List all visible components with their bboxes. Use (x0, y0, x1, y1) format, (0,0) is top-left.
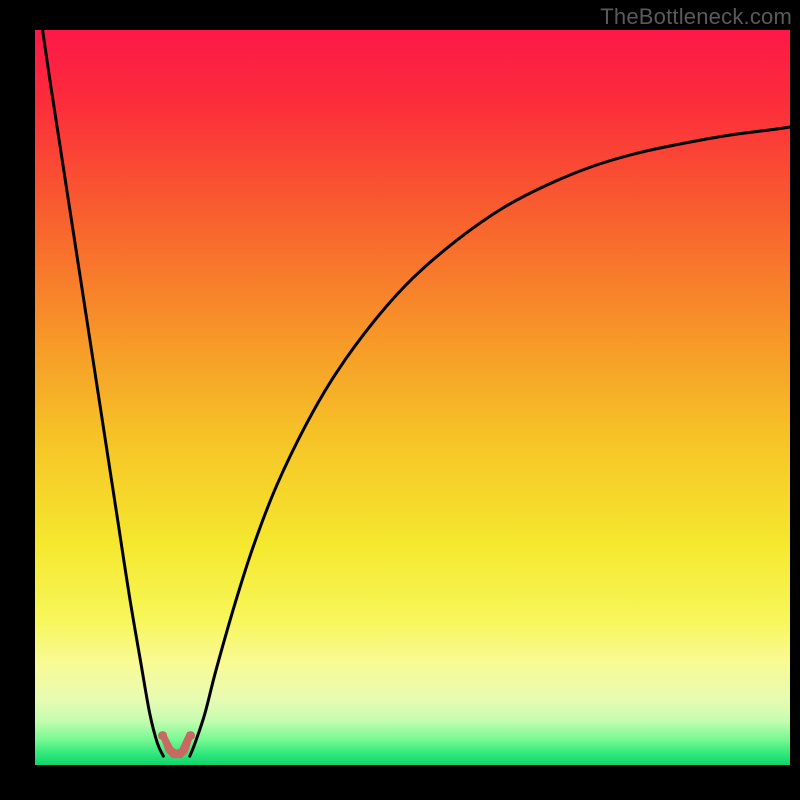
optimal-range-endcap (186, 731, 195, 740)
plot-background-gradient (35, 30, 790, 765)
watermark-text: TheBottleneck.com (600, 4, 792, 30)
optimal-range-endcap (158, 731, 167, 740)
chart-container: TheBottleneck.com (0, 0, 800, 800)
bottleneck-chart (0, 0, 800, 800)
